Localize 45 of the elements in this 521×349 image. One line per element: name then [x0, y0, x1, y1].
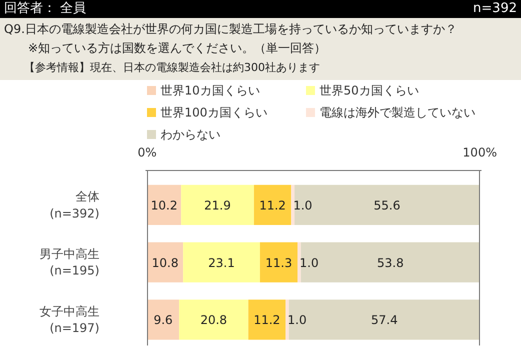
data-label: 1.0 — [288, 313, 307, 328]
chart-title: 回答者： 全員 — [4, 0, 86, 18]
bar — [147, 242, 184, 282]
data-label: 57.4 — [371, 313, 398, 328]
text: ※知っている方は国数を選んでください。（単一回答） — [27, 40, 328, 57]
bar — [260, 242, 298, 282]
bar — [286, 300, 289, 340]
data-label: 55.6 — [374, 198, 400, 212]
legend-label: 世界10カ国くらい — [160, 84, 260, 98]
y-tick-label: 男子中高生 (n=195) — [40, 246, 100, 278]
data-label: 10.2 — [150, 198, 178, 212]
legend-label: 世界50カ国くらい — [320, 84, 419, 98]
bar — [294, 184, 480, 226]
bar — [147, 184, 182, 226]
data-label: 1.0 — [293, 198, 312, 212]
y-tick-label: 女子中高生 (n=197) — [40, 304, 100, 336]
text: n=392 — [473, 0, 517, 18]
text: 【参考情報】現在、日本の電線製造会社は約300社あります — [23, 60, 321, 76]
data-label: 20.8 — [200, 313, 228, 328]
data-label: 21.9 — [204, 198, 231, 212]
x-tick-label: 100% — [462, 146, 497, 160]
bar — [183, 242, 260, 282]
y-tick-label: 全体 (n=392) — [50, 190, 100, 220]
x-tick-label: 0% — [138, 146, 157, 160]
data-label: 11.2 — [259, 198, 286, 212]
legend-label: 世界100カ国くらい — [160, 106, 268, 120]
chart-subtitle: Q9.日本の電線製造会社が世界の何カ国に製造工場を持っているか知っていますか？ — [4, 21, 458, 38]
bar — [179, 300, 248, 340]
data-label: 53.8 — [376, 256, 404, 270]
bar — [248, 300, 286, 340]
bar — [147, 300, 180, 340]
bar — [300, 242, 480, 282]
data-label: 9.6 — [154, 313, 173, 328]
data-label: 23.1 — [208, 256, 235, 270]
bar — [291, 184, 295, 226]
legend-label: わからない — [160, 128, 220, 142]
bar — [288, 300, 480, 340]
data-label: 11.3 — [265, 256, 292, 270]
data-label: 1.0 — [300, 256, 319, 270]
data-label: 11.2 — [254, 313, 280, 328]
legend-label: 電線は海外で製造していない — [320, 106, 476, 120]
bar — [181, 184, 254, 226]
data-label: 10.8 — [152, 256, 178, 270]
bar — [298, 242, 301, 282]
bar — [254, 184, 292, 226]
